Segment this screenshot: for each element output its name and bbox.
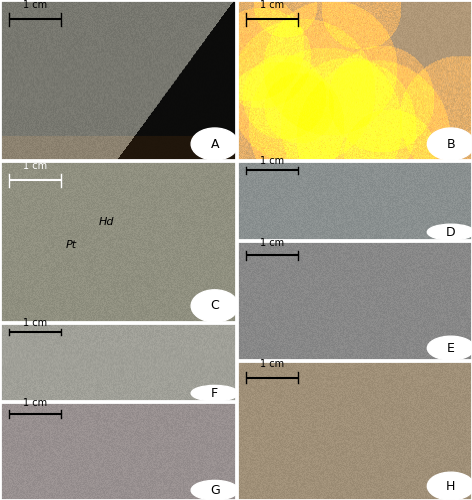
Circle shape — [191, 480, 238, 500]
Circle shape — [427, 224, 472, 240]
Text: 1 cm: 1 cm — [260, 238, 284, 248]
Text: E: E — [447, 342, 455, 354]
Text: G: G — [210, 484, 219, 496]
Text: 1 cm: 1 cm — [23, 398, 48, 408]
Circle shape — [427, 128, 472, 160]
Text: 1 cm: 1 cm — [23, 160, 48, 170]
Circle shape — [191, 128, 238, 160]
Text: Hd: Hd — [99, 217, 114, 227]
Text: 1 cm: 1 cm — [260, 156, 284, 166]
Text: A: A — [211, 138, 219, 150]
Text: D: D — [446, 226, 455, 238]
Circle shape — [427, 336, 472, 360]
Text: H: H — [446, 480, 455, 492]
Text: Pt: Pt — [65, 240, 76, 250]
Circle shape — [191, 290, 238, 322]
Text: 1 cm: 1 cm — [260, 360, 284, 370]
Text: F: F — [211, 386, 219, 400]
Text: C: C — [211, 300, 219, 312]
Circle shape — [427, 472, 472, 500]
Text: 1 cm: 1 cm — [260, 0, 284, 10]
Text: B: B — [447, 138, 455, 150]
Circle shape — [191, 386, 238, 401]
Text: 1 cm: 1 cm — [23, 0, 48, 10]
Text: 1 cm: 1 cm — [23, 318, 48, 328]
